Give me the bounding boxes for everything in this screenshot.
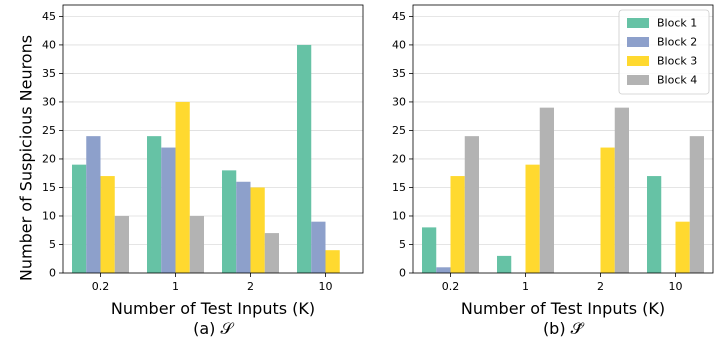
y-tick-label: 0	[49, 267, 56, 280]
bar-block-1	[422, 227, 437, 273]
bar-block-2	[436, 267, 451, 273]
x-tick-label: 2	[247, 280, 254, 293]
y-tick-label: 30	[392, 95, 406, 108]
bar-block-3	[600, 147, 615, 273]
panel-caption: (b) 𝒮̂	[543, 319, 585, 338]
bar-block-3	[450, 176, 465, 273]
x-tick-label: 0.2	[92, 280, 110, 293]
bar-block-3	[175, 101, 190, 273]
bar-block-1	[147, 136, 162, 273]
bar-block-4	[464, 136, 479, 273]
y-tick-label: 10	[392, 209, 406, 222]
bar-block-1	[647, 176, 662, 273]
bar-block-2	[86, 136, 101, 273]
bar-block-4	[689, 136, 704, 273]
y-tick-label: 35	[42, 67, 56, 80]
bar-block-3	[250, 187, 265, 273]
legend-label: Block 2	[657, 36, 697, 49]
y-tick-label: 15	[392, 181, 406, 194]
legend-swatch	[627, 37, 649, 47]
legend-box	[618, 9, 710, 95]
bar-block-4	[114, 215, 129, 273]
y-tick-label: 10	[42, 209, 56, 222]
plot-frame	[62, 4, 364, 274]
y-tick-label: 5	[49, 238, 56, 251]
y-axis-label: Number of Suspicious Neurons	[17, 35, 36, 281]
bar-block-1	[72, 164, 87, 273]
bar-block-3	[325, 250, 340, 273]
y-tick-label: 40	[42, 38, 56, 51]
y-tick-label: 30	[42, 95, 56, 108]
panel-a: 0 5 10 15 20 25 30 35 40 45 0.2 1 2 10 Number of Test …	[42, 4, 364, 338]
legend-label: Block 3	[657, 55, 697, 68]
y-tick-label: 35	[392, 67, 406, 80]
y-tick-label: 25	[42, 124, 56, 137]
bar-block-4	[539, 107, 554, 273]
plot-frame	[412, 4, 714, 274]
y-tick-label: 15	[42, 181, 56, 194]
y-tick-label: 0	[399, 267, 406, 280]
legend-label: Block 4	[657, 74, 697, 87]
x-tick-label: 2	[597, 280, 604, 293]
x-axis-label: Number of Test Inputs (K)	[461, 299, 665, 318]
x-tick-label: 1	[172, 280, 179, 293]
bar-block-3	[675, 221, 690, 273]
bar-block-2	[311, 221, 326, 273]
legend-swatch	[627, 18, 649, 28]
legend-label: Block 1	[657, 17, 697, 30]
y-tick-label: 20	[42, 152, 56, 165]
x-axis-label: Number of Test Inputs (K)	[111, 299, 315, 318]
panel-b: 0 5 10 15 20 25 30 35 40 45 0.2 1 2 10 Number of Test …	[392, 4, 714, 338]
y-tick-label: 45	[42, 10, 56, 23]
bar-block-4	[189, 215, 204, 273]
x-tick-label: 1	[522, 280, 529, 293]
bar-block-1	[497, 255, 512, 273]
y-tick-label: 45	[392, 10, 406, 23]
bar-block-2	[161, 147, 176, 273]
y-tick-label: 5	[399, 238, 406, 251]
bar-block-1	[297, 44, 312, 274]
bar-block-4	[614, 107, 629, 273]
legend-swatch	[627, 56, 649, 66]
y-tick-label: 40	[392, 38, 406, 51]
bar-block-2	[236, 181, 251, 273]
panel-caption: (a) 𝒮	[193, 319, 234, 338]
bar-block-3	[100, 176, 115, 273]
y-tick-label: 25	[392, 124, 406, 137]
x-tick-label: 0.2	[442, 280, 460, 293]
bar-block-4	[264, 233, 279, 273]
y-tick-label: 20	[392, 152, 406, 165]
x-tick-label: 10	[319, 280, 333, 293]
bar-block-1	[222, 170, 237, 273]
x-tick-label: 10	[669, 280, 683, 293]
legend: Block 1 Block 2 Block 3 Block 4	[618, 9, 710, 95]
legend-swatch	[627, 75, 649, 85]
bar-block-3	[525, 164, 540, 273]
